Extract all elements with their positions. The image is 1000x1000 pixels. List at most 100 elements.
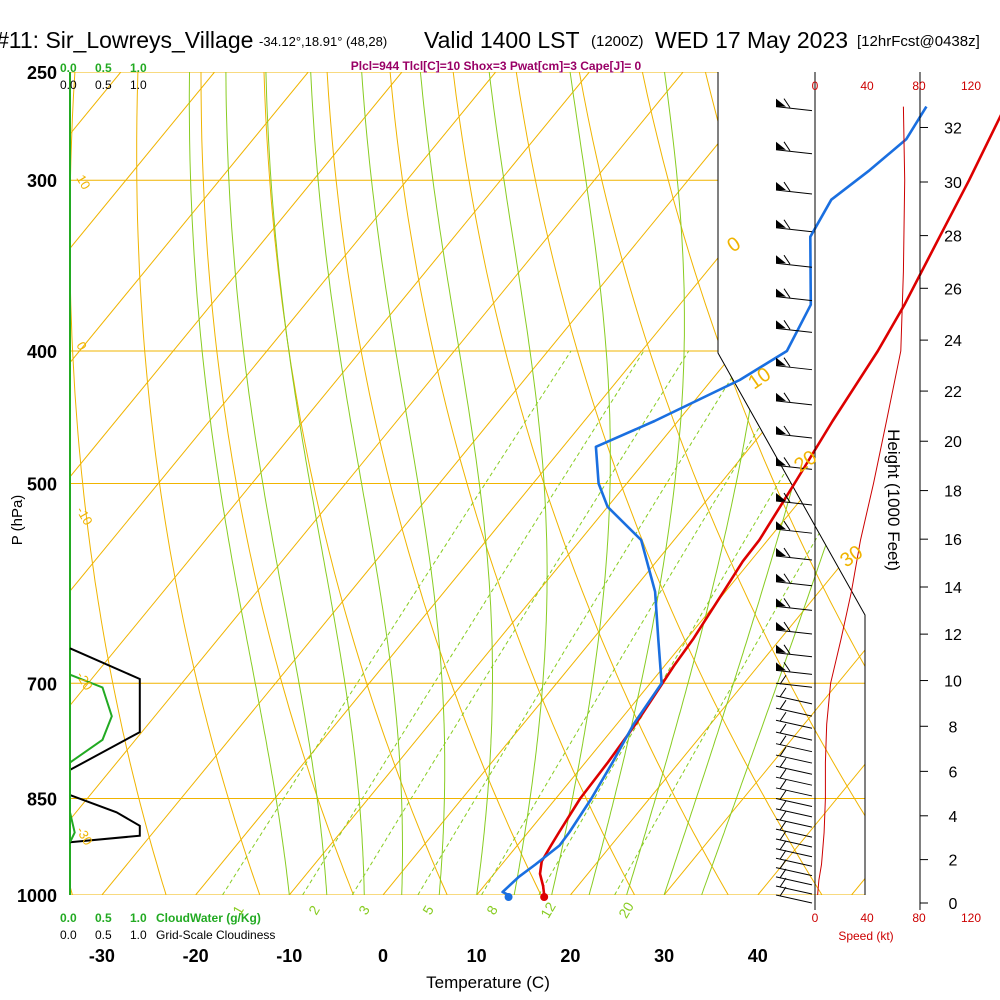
wind-barb-staff — [775, 262, 813, 268]
wind-barb-staff — [775, 106, 813, 112]
wind-barb-feather — [779, 868, 787, 879]
station-title: #11: Sir_Lowreys_Village — [0, 27, 253, 53]
speed-tick-bottom-80: 80 — [912, 911, 926, 925]
moist-adiabat — [188, 72, 290, 895]
height-tick-8: 8 — [949, 719, 958, 736]
wind-barb-staff — [775, 808, 813, 818]
y-axis-label: P (hPa) — [9, 495, 26, 546]
wind-speed-line — [817, 106, 906, 896]
cloud-panel — [69, 647, 141, 844]
mixing-ratio-line — [417, 350, 749, 895]
dry-adiabat — [574, 72, 865, 895]
wind-barb-feather — [779, 757, 787, 768]
wind-barb-staff — [775, 776, 813, 786]
wind-barb — [775, 320, 813, 333]
wind-barb-flag — [776, 644, 786, 653]
moist-adiabat — [359, 72, 446, 895]
wind-barb-flag — [776, 219, 786, 228]
moist-adiabat — [265, 72, 365, 895]
wind-barb-feather — [779, 886, 787, 897]
wind-barb-staff — [775, 500, 813, 506]
wind-barb-feather — [783, 457, 791, 467]
wind-barb-staff — [775, 876, 813, 886]
wind-barb-flag — [776, 320, 786, 329]
speed-tick-top-0: 0 — [812, 79, 819, 93]
moist-adiabat — [417, 72, 493, 895]
cloudwater-scale-top-0: 0.0 — [60, 61, 77, 75]
speed-axis-label: Speed (kt) — [838, 929, 893, 943]
height-tick-28: 28 — [944, 229, 962, 246]
height-tick-0: 0 — [949, 896, 958, 913]
wind-barb-feather — [783, 181, 791, 192]
height-tick-24: 24 — [944, 333, 962, 350]
dry-adiabat — [512, 72, 841, 895]
wind-barb — [775, 674, 813, 688]
wind-barb-flag — [776, 548, 786, 557]
wind-barb-staff — [775, 555, 813, 561]
wind-barb-staff — [775, 528, 813, 534]
wind-barb-staff — [775, 149, 813, 155]
wind-barb-staff — [775, 695, 813, 705]
wind-barb-feather — [783, 320, 791, 330]
wind-barb-feather — [783, 598, 791, 608]
zulu-time: (1200Z) — [591, 33, 644, 50]
temperature-tick--30: -30 — [89, 946, 115, 966]
wind-barb-feather — [783, 357, 791, 367]
wind-barb-feather — [783, 644, 791, 655]
height-tick-6: 6 — [949, 764, 958, 781]
isotherm-line — [0, 72, 27, 895]
wind-barb — [775, 711, 813, 729]
mixing-ratio-label-20: 20 — [615, 899, 637, 921]
wind-barb — [775, 723, 813, 741]
isotherm-label-10: 10 — [73, 172, 93, 192]
axis-labels: #11: Sir_Lowreys_Village -34.12°,18.91° … — [0, 27, 980, 992]
mixing-ratio-line — [302, 350, 645, 895]
wind-barb — [775, 849, 813, 867]
wind-barb-staff — [775, 848, 813, 858]
cloudwater-line — [69, 673, 113, 843]
wind-barb — [775, 662, 813, 675]
wind-barb — [775, 820, 813, 838]
wind-barb-staff — [775, 818, 813, 828]
wind-barb-feather — [779, 849, 787, 860]
isotherm-line — [70, 72, 497, 895]
height-tick-14: 14 — [944, 580, 962, 597]
wind-barb — [775, 886, 813, 904]
wind-barb — [775, 547, 813, 561]
wind-barb — [775, 840, 813, 858]
wind-barb-feather — [779, 779, 787, 790]
wind-barb-staff — [775, 838, 813, 848]
forecast-date: WED 17 May 2023 — [655, 27, 848, 53]
temperature-tick-20: 20 — [560, 946, 580, 966]
wind-barb-feather — [783, 219, 791, 230]
wind-barb-feather — [779, 790, 787, 800]
wind-barb — [775, 810, 813, 828]
wind-barb-feather — [783, 492, 791, 503]
cloudwater-scale-top-2: 1.0 — [130, 61, 147, 75]
wind-barb-staff — [775, 605, 813, 611]
height-tick-2: 2 — [949, 853, 958, 870]
temperature-tick-40: 40 — [748, 946, 768, 966]
wind-barb-flag — [776, 357, 786, 366]
wind-barb-staff — [775, 867, 813, 877]
cloudwater-scale-bottom-2: 1.0 — [130, 911, 147, 925]
wind-barb-feather — [779, 723, 787, 734]
isotherm-line — [382, 72, 865, 895]
wind-barb — [775, 699, 813, 717]
wind-barb — [775, 425, 813, 439]
dry-adiabat — [387, 72, 651, 895]
wind-barb-feather — [783, 621, 791, 632]
height-tick-12: 12 — [944, 627, 962, 644]
height-tick-32: 32 — [944, 120, 962, 137]
wind-barb-staff — [775, 857, 813, 867]
mixing-ratio-line — [614, 350, 865, 895]
wind-barb-staff — [775, 581, 813, 587]
wind-barb-flag — [776, 521, 786, 530]
height-tick-18: 18 — [944, 484, 962, 501]
mixing-ratio-label-3: 3 — [355, 902, 373, 917]
speed-tick-bottom-40: 40 — [860, 911, 874, 925]
height-axis-label: Height (1000 Feet) — [884, 429, 903, 571]
mixing-ratio-line — [481, 350, 806, 895]
cloudiness-scale-top-0: 0.0 — [60, 78, 77, 92]
wind-barb — [775, 868, 813, 886]
